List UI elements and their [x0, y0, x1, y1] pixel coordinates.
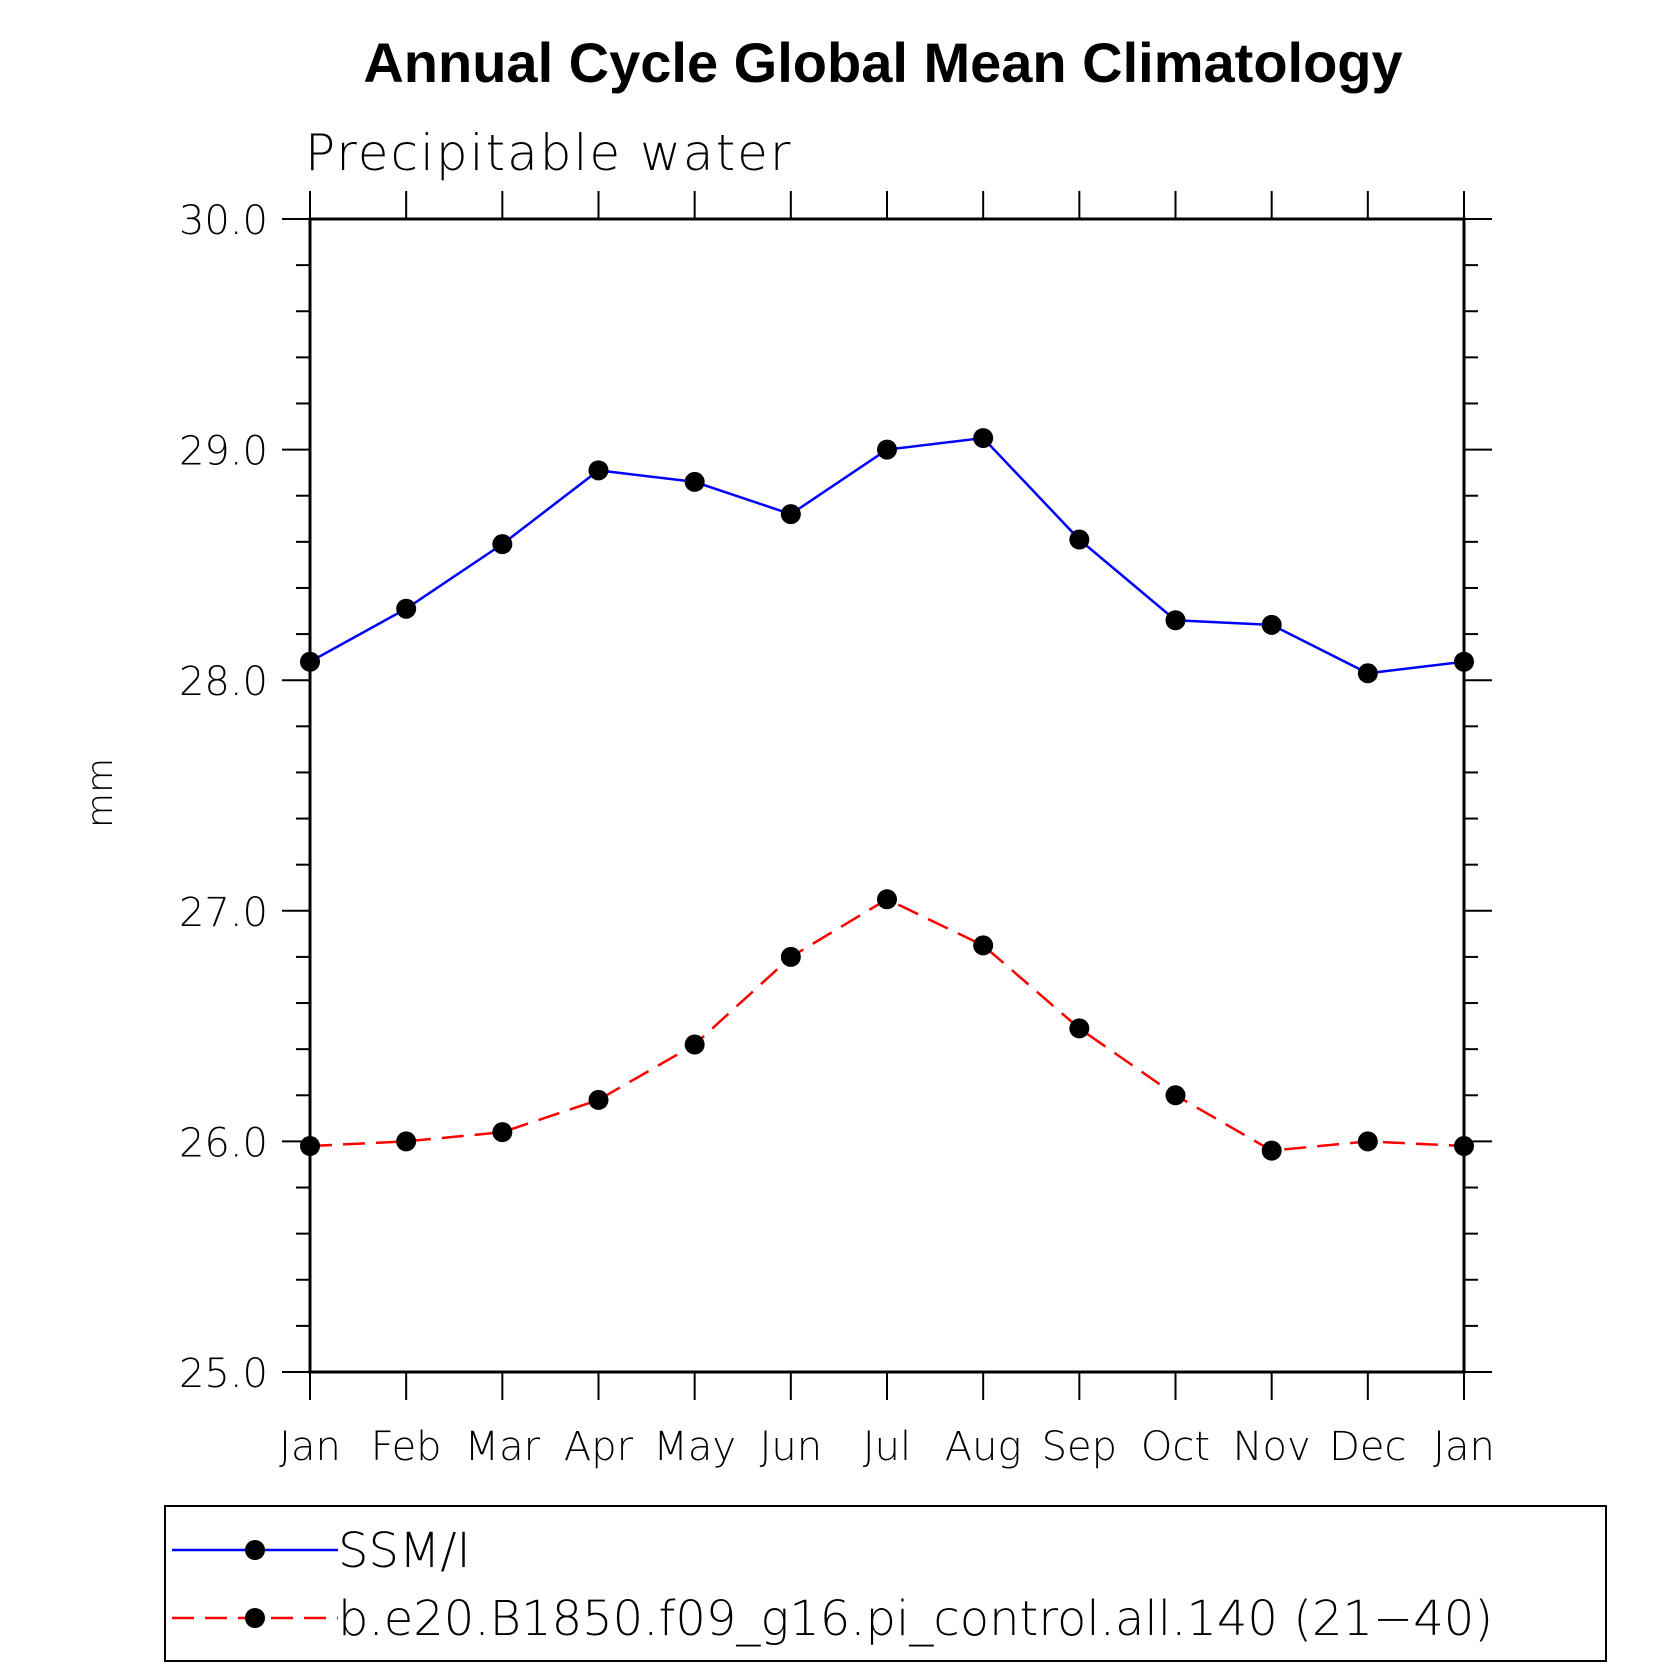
x-tick-label: Jul [863, 1424, 911, 1470]
chart-subtitle: Precipitable water [305, 124, 793, 182]
data-point [877, 439, 897, 460]
series-line [309, 897, 1465, 1152]
data-point [780, 946, 801, 967]
x-tick-label: Apr [564, 1424, 634, 1470]
y-tick-label: 27.0 [179, 890, 268, 936]
data-point [492, 534, 513, 555]
x-axis-tick-labels: Jan Feb Mar Apr May Jun Jul Aug Sep Oct Nov Dec Jan [279, 1424, 1495, 1470]
x-axis-ticks [309, 191, 1465, 1400]
data-point [1454, 1136, 1474, 1157]
y-axis-ticks [282, 218, 1492, 1373]
data-point [973, 428, 994, 449]
legend-marker [245, 1608, 265, 1628]
data-point [684, 1034, 705, 1055]
x-tick-label: Mar [465, 1424, 541, 1470]
series-0 [300, 428, 1474, 684]
x-tick-label: Jan [1433, 1424, 1495, 1470]
y-tick-label: 26.0 [179, 1120, 268, 1166]
legend-entry: SSM/I [172, 1523, 471, 1579]
y-axis-label: mm [80, 758, 121, 828]
x-tick-label: Sep [1042, 1424, 1117, 1470]
y-tick-label: 25.0 [179, 1351, 268, 1397]
data-point [1165, 610, 1186, 631]
data-point [1165, 1085, 1186, 1106]
data-point [1069, 529, 1090, 550]
data-point [396, 598, 417, 619]
series-layer [300, 428, 1474, 1161]
x-tick-label: Jun [760, 1424, 823, 1470]
y-axis-tick-labels: 25.0 26.0 27.0 28.0 29.0 30.0 [179, 198, 268, 1397]
chart-title: Annual Cycle Global Mean Climatology [363, 31, 1402, 94]
y-tick-label: 30.0 [179, 198, 268, 244]
x-tick-label: Oct [1141, 1424, 1210, 1470]
data-point [300, 1136, 320, 1157]
x-tick-label: Feb [371, 1424, 442, 1470]
data-point [780, 504, 801, 525]
series-1 [300, 889, 1474, 1161]
data-point [396, 1131, 417, 1152]
legend-entry: b.e20.B1850.f09_g16.pi_control.all.140 (… [172, 1591, 1493, 1647]
y-tick-label: 28.0 [179, 659, 268, 705]
data-point [300, 651, 320, 672]
x-tick-label: Nov [1233, 1424, 1311, 1470]
data-point [1454, 651, 1474, 672]
data-point [1261, 614, 1282, 635]
data-point [1261, 1140, 1282, 1161]
data-point [588, 1089, 609, 1110]
data-point [973, 935, 994, 956]
series-line [309, 436, 1465, 675]
x-tick-label: Aug [945, 1424, 1022, 1470]
x-tick-label: Jan [279, 1424, 341, 1470]
data-point [684, 471, 705, 492]
legend: SSM/I b.e20.B1850.f09_g16.pi_control.all.… [164, 1505, 1607, 1662]
data-point [492, 1122, 513, 1143]
data-point [1357, 1131, 1378, 1152]
x-tick-label: May [653, 1424, 736, 1470]
legend-box [164, 1505, 1607, 1662]
data-point [588, 460, 609, 481]
data-point [1357, 663, 1378, 684]
y-tick-label: 29.0 [179, 429, 268, 475]
data-point [877, 889, 897, 910]
legend-label: b.e20.B1850.f09_g16.pi_control.all.140 (… [338, 1591, 1493, 1647]
legend-marker [245, 1540, 265, 1560]
legend-label: SSM/I [338, 1523, 471, 1579]
plot-frame [308, 217, 1466, 1374]
x-tick-label: Dec [1329, 1424, 1406, 1470]
data-point [1069, 1018, 1090, 1039]
